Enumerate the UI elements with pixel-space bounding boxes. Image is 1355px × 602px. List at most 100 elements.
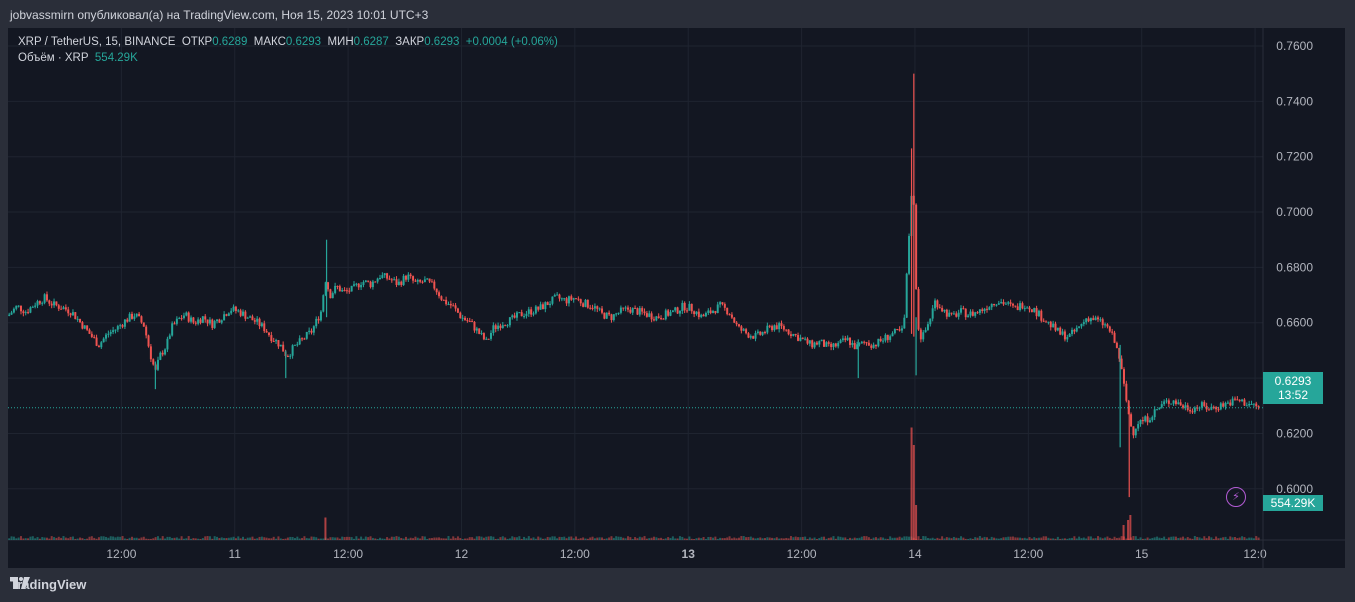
volume-bar — [74, 538, 77, 540]
candle-body — [686, 310, 689, 312]
candle-body — [1219, 403, 1222, 410]
volume-bar — [572, 538, 575, 540]
volume-bar — [870, 538, 873, 540]
candle-body — [704, 312, 707, 317]
candle-body — [565, 298, 568, 304]
candle-body — [1049, 321, 1052, 328]
volume-bar — [456, 536, 459, 540]
volume-bar — [338, 538, 341, 540]
chart-area[interactable]: 0.76000.74000.72000.70000.68000.66000.64… — [8, 28, 1345, 568]
volume-bar — [88, 536, 91, 540]
volume-bar — [712, 537, 715, 540]
candle-body — [490, 332, 493, 339]
volume-bar — [1238, 537, 1241, 540]
volume-bar — [615, 536, 618, 540]
volume-bar — [421, 536, 424, 540]
candle-body — [919, 329, 922, 340]
volume-bar — [978, 536, 981, 540]
candle-body — [336, 285, 339, 287]
volume-bar — [1163, 536, 1166, 540]
symbol-name[interactable]: XRP / TetherUS, 15, BINANCE — [18, 36, 176, 48]
volume-bar — [714, 536, 717, 540]
volume-bar — [317, 538, 320, 540]
volume-bar — [832, 536, 835, 540]
x-tick-label: 14 — [908, 547, 922, 561]
volume-bar — [123, 538, 126, 540]
candle-body — [289, 355, 292, 357]
volume-bar — [272, 536, 275, 540]
lightning-icon[interactable]: ⚡ — [1226, 487, 1246, 507]
close-label: ЗАКР — [395, 36, 425, 48]
volume-bar — [1094, 538, 1097, 540]
volume-bar — [1174, 536, 1177, 540]
volume-bar — [282, 538, 285, 540]
volume-bar — [412, 538, 415, 540]
volume-bar — [83, 538, 86, 540]
volume-bar — [518, 536, 521, 540]
candle-body — [749, 336, 752, 338]
volume-spike — [1127, 520, 1130, 540]
volume-bar — [815, 538, 818, 540]
candle-body — [889, 336, 892, 340]
volume-bar — [560, 537, 563, 540]
volume-bar — [1087, 536, 1090, 540]
candle-body — [286, 355, 289, 357]
volume-bar — [1165, 538, 1168, 540]
candle-body — [709, 310, 712, 313]
candle-body — [527, 309, 530, 314]
candle-body — [1071, 329, 1074, 334]
volume-label[interactable]: Объём · XRP — [18, 52, 89, 64]
volume-bar — [478, 536, 481, 540]
publish-info: jobvassmirn опубликовал(а) на TradingVie… — [10, 8, 429, 22]
candlestick-chart[interactable]: 0.76000.74000.72000.70000.68000.66000.64… — [8, 28, 1345, 568]
volume-bar — [957, 537, 960, 540]
candle-body — [199, 319, 202, 323]
candle-body — [988, 307, 991, 310]
candle-body — [969, 311, 972, 316]
volume-bar — [782, 538, 785, 540]
volume-bar — [237, 536, 240, 540]
volume-bar — [1085, 538, 1088, 540]
candle-body — [1167, 400, 1170, 404]
volume-bar — [182, 538, 185, 540]
volume-bar — [737, 537, 740, 540]
volume-bar — [1099, 537, 1102, 540]
volume-bar — [36, 537, 39, 540]
footer-brand[interactable]: TradingView — [10, 577, 86, 592]
candle-body — [428, 278, 431, 282]
volume-bar — [1040, 537, 1043, 540]
y-tick-label: 0.7200 — [1276, 150, 1313, 164]
volume-bar — [1073, 536, 1076, 540]
volume-bar — [586, 538, 589, 540]
volume-bar — [86, 538, 89, 540]
candle-body — [945, 309, 948, 317]
volume-bar — [1059, 538, 1062, 540]
volume-bar — [539, 537, 542, 540]
candle-body — [88, 329, 91, 334]
volume-bar — [919, 538, 922, 540]
candle-body — [775, 325, 778, 330]
candle-body — [452, 305, 455, 307]
candle-body — [253, 320, 256, 322]
candle-body — [168, 335, 171, 339]
volume-bar — [612, 537, 615, 540]
high-value: 0.6293 — [285, 36, 322, 48]
candle-body — [378, 278, 381, 280]
volume-bar — [1035, 538, 1038, 540]
volume-bar — [761, 538, 764, 540]
volume-bar — [1172, 536, 1175, 540]
volume-bar — [1026, 538, 1029, 540]
volume-bar — [837, 536, 840, 540]
symbol-legend: XRP / TetherUS, 15, BINANCE ОТКР0.6289 М… — [18, 36, 558, 48]
volume-bar — [754, 538, 757, 540]
volume-bar — [17, 537, 20, 540]
volume-bar — [251, 536, 254, 540]
candle-body — [105, 334, 108, 339]
candle-body — [1037, 310, 1040, 317]
candle-body — [582, 303, 585, 307]
volume-bar — [631, 538, 634, 540]
candle-body — [478, 328, 481, 334]
candle-body — [1193, 407, 1196, 413]
candle-body — [551, 296, 554, 304]
candle-body — [1189, 409, 1192, 412]
